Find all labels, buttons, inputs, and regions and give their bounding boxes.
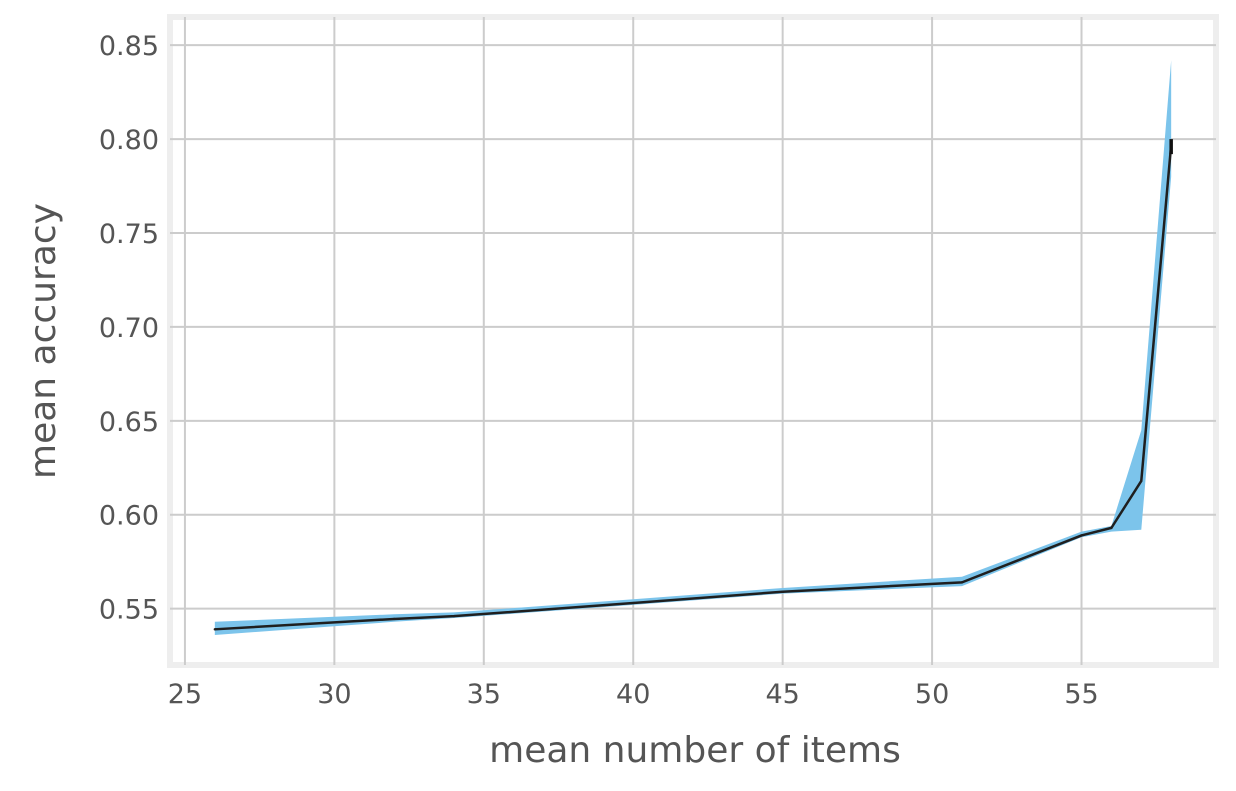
x-tick-label: 35 bbox=[467, 679, 501, 710]
x-grid bbox=[183, 17, 1083, 665]
x-tick-label: 50 bbox=[915, 679, 949, 710]
data-point bbox=[632, 601, 635, 605]
data-point bbox=[1110, 526, 1113, 530]
x-tick-label: 40 bbox=[616, 679, 650, 710]
y-axis-label: mean accuracy bbox=[23, 203, 64, 479]
data-point bbox=[960, 581, 964, 584]
y-tick-label: 0.65 bbox=[99, 407, 159, 438]
x-tick-label: 30 bbox=[317, 679, 351, 710]
y-tick-label: 0.55 bbox=[99, 595, 159, 626]
y-grid bbox=[170, 44, 1216, 610]
series-lines bbox=[213, 139, 1173, 631]
plot-area bbox=[167, 14, 1219, 668]
y-tick-labels: 0.55 0.60 0.65 0.70 0.75 0.80 0.85 bbox=[99, 31, 159, 625]
x-tick-labels: 25 30 35 40 45 50 55 bbox=[168, 679, 1099, 710]
y-tick-label: 0.85 bbox=[99, 31, 159, 62]
y-tick-label: 0.70 bbox=[99, 313, 159, 344]
data-point bbox=[213, 628, 217, 631]
x-axis-label: mean number of items bbox=[489, 730, 901, 771]
data-point bbox=[1140, 479, 1143, 483]
y-tick-label: 0.60 bbox=[99, 501, 159, 532]
data-point bbox=[781, 590, 784, 593]
data-point bbox=[452, 614, 456, 618]
data-point bbox=[392, 617, 396, 621]
data-point bbox=[1080, 534, 1083, 537]
x-tick-label: 25 bbox=[168, 679, 202, 710]
series-line bbox=[214, 144, 1173, 631]
y-tick-label: 0.80 bbox=[99, 125, 159, 156]
y-tick-label: 0.75 bbox=[99, 219, 159, 250]
x-tick-label: 55 bbox=[1064, 679, 1098, 710]
x-tick-label: 45 bbox=[765, 679, 799, 710]
